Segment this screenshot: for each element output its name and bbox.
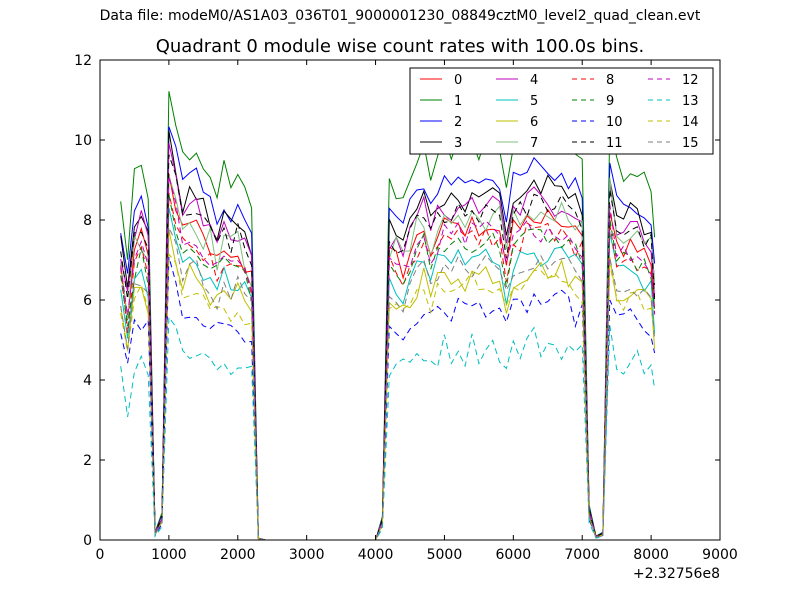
chart-title: Quadrant 0 module wise count rates with …: [155, 36, 645, 57]
series-line-2: [120, 126, 656, 541]
x-axis-ticks: 0 1000 2000 3000 4000 5000 6000 7000 8000 9000: [96, 60, 738, 563]
series-line-14: [120, 252, 656, 541]
legend-label-4: 4: [530, 73, 538, 88]
series-line-15: [120, 227, 656, 541]
legend-label-15: 15: [682, 136, 699, 151]
y-tick-label: 4: [83, 373, 92, 389]
legend-label-9: 9: [606, 94, 614, 109]
series-line-9: [120, 194, 656, 541]
series-line-10: [120, 256, 656, 541]
x-tick-label: 4000: [358, 547, 394, 563]
x-tick-label: 0: [96, 547, 105, 563]
series-line-4: [120, 142, 656, 541]
x-tick-label: 6000: [496, 547, 532, 563]
x-axis-offset-label: +2.32756e8: [633, 566, 720, 582]
series-line-13: [120, 315, 656, 541]
legend-label-7: 7: [530, 136, 538, 151]
x-tick-label: 9000: [702, 547, 738, 563]
legend-label-0: 0: [454, 73, 462, 88]
y-tick-label: 10: [74, 133, 92, 149]
series-line-12: [120, 176, 656, 541]
legend-label-1: 1: [454, 94, 462, 109]
y-tick-label: 0: [83, 533, 92, 549]
figure-suptitle: Data file: modeM0/AS1A03_036T01_90000012…: [99, 8, 701, 24]
y-tick-label: 2: [83, 453, 92, 469]
legend-label-2: 2: [454, 115, 462, 130]
plot-series-group: [120, 91, 656, 541]
x-tick-label: 2000: [220, 547, 256, 563]
legend-label-13: 13: [682, 94, 699, 109]
legend-label-10: 10: [606, 115, 623, 130]
legend-label-12: 12: [682, 73, 699, 88]
legend-label-11: 11: [606, 136, 623, 151]
y-tick-label: 6: [83, 293, 92, 309]
y-tick-label: 8: [83, 213, 92, 229]
series-line-11: [120, 154, 656, 541]
legend-label-14: 14: [682, 115, 699, 130]
x-tick-label: 5000: [427, 547, 463, 563]
legend-label-3: 3: [454, 136, 462, 151]
x-tick-label: 1000: [151, 547, 187, 563]
legend-label-6: 6: [530, 115, 538, 130]
legend-label-5: 5: [530, 94, 538, 109]
x-tick-label: 7000: [564, 547, 600, 563]
legend-box: [409, 67, 714, 155]
x-tick-label: 3000: [289, 547, 325, 563]
y-tick-label: 12: [74, 53, 92, 69]
x-tick-label: 8000: [633, 547, 669, 563]
legend-label-8: 8: [606, 73, 614, 88]
